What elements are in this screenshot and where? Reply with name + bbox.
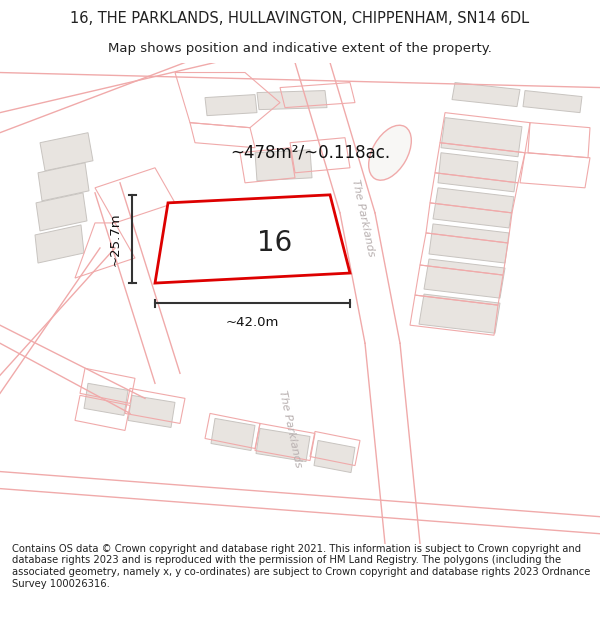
Polygon shape: [257, 91, 327, 109]
Polygon shape: [452, 82, 520, 107]
Polygon shape: [433, 188, 514, 228]
Polygon shape: [255, 150, 312, 181]
Text: The Parklands: The Parklands: [350, 178, 376, 258]
Polygon shape: [314, 441, 355, 472]
Polygon shape: [256, 429, 310, 461]
Text: The Parklands: The Parklands: [277, 389, 303, 468]
Polygon shape: [128, 396, 175, 428]
Polygon shape: [523, 91, 582, 112]
Text: ~25.7m: ~25.7m: [109, 212, 122, 266]
Text: 16: 16: [257, 229, 293, 257]
Text: 16, THE PARKLANDS, HULLAVINGTON, CHIPPENHAM, SN14 6DL: 16, THE PARKLANDS, HULLAVINGTON, CHIPPEN…: [70, 11, 530, 26]
Polygon shape: [438, 152, 518, 192]
Polygon shape: [211, 418, 255, 451]
Polygon shape: [419, 294, 500, 333]
Polygon shape: [40, 132, 93, 171]
Text: Contains OS data © Crown copyright and database right 2021. This information is : Contains OS data © Crown copyright and d…: [12, 544, 590, 589]
Text: Map shows position and indicative extent of the property.: Map shows position and indicative extent…: [108, 42, 492, 55]
Polygon shape: [205, 94, 257, 116]
Polygon shape: [424, 259, 505, 298]
Polygon shape: [36, 193, 87, 231]
Polygon shape: [155, 195, 350, 283]
Ellipse shape: [368, 125, 412, 180]
Text: ~42.0m: ~42.0m: [226, 316, 279, 329]
Text: ~478m²/~0.118ac.: ~478m²/~0.118ac.: [230, 144, 390, 162]
Polygon shape: [429, 224, 509, 263]
Polygon shape: [441, 118, 522, 157]
Polygon shape: [84, 383, 128, 416]
Polygon shape: [35, 225, 84, 263]
Polygon shape: [38, 162, 89, 201]
